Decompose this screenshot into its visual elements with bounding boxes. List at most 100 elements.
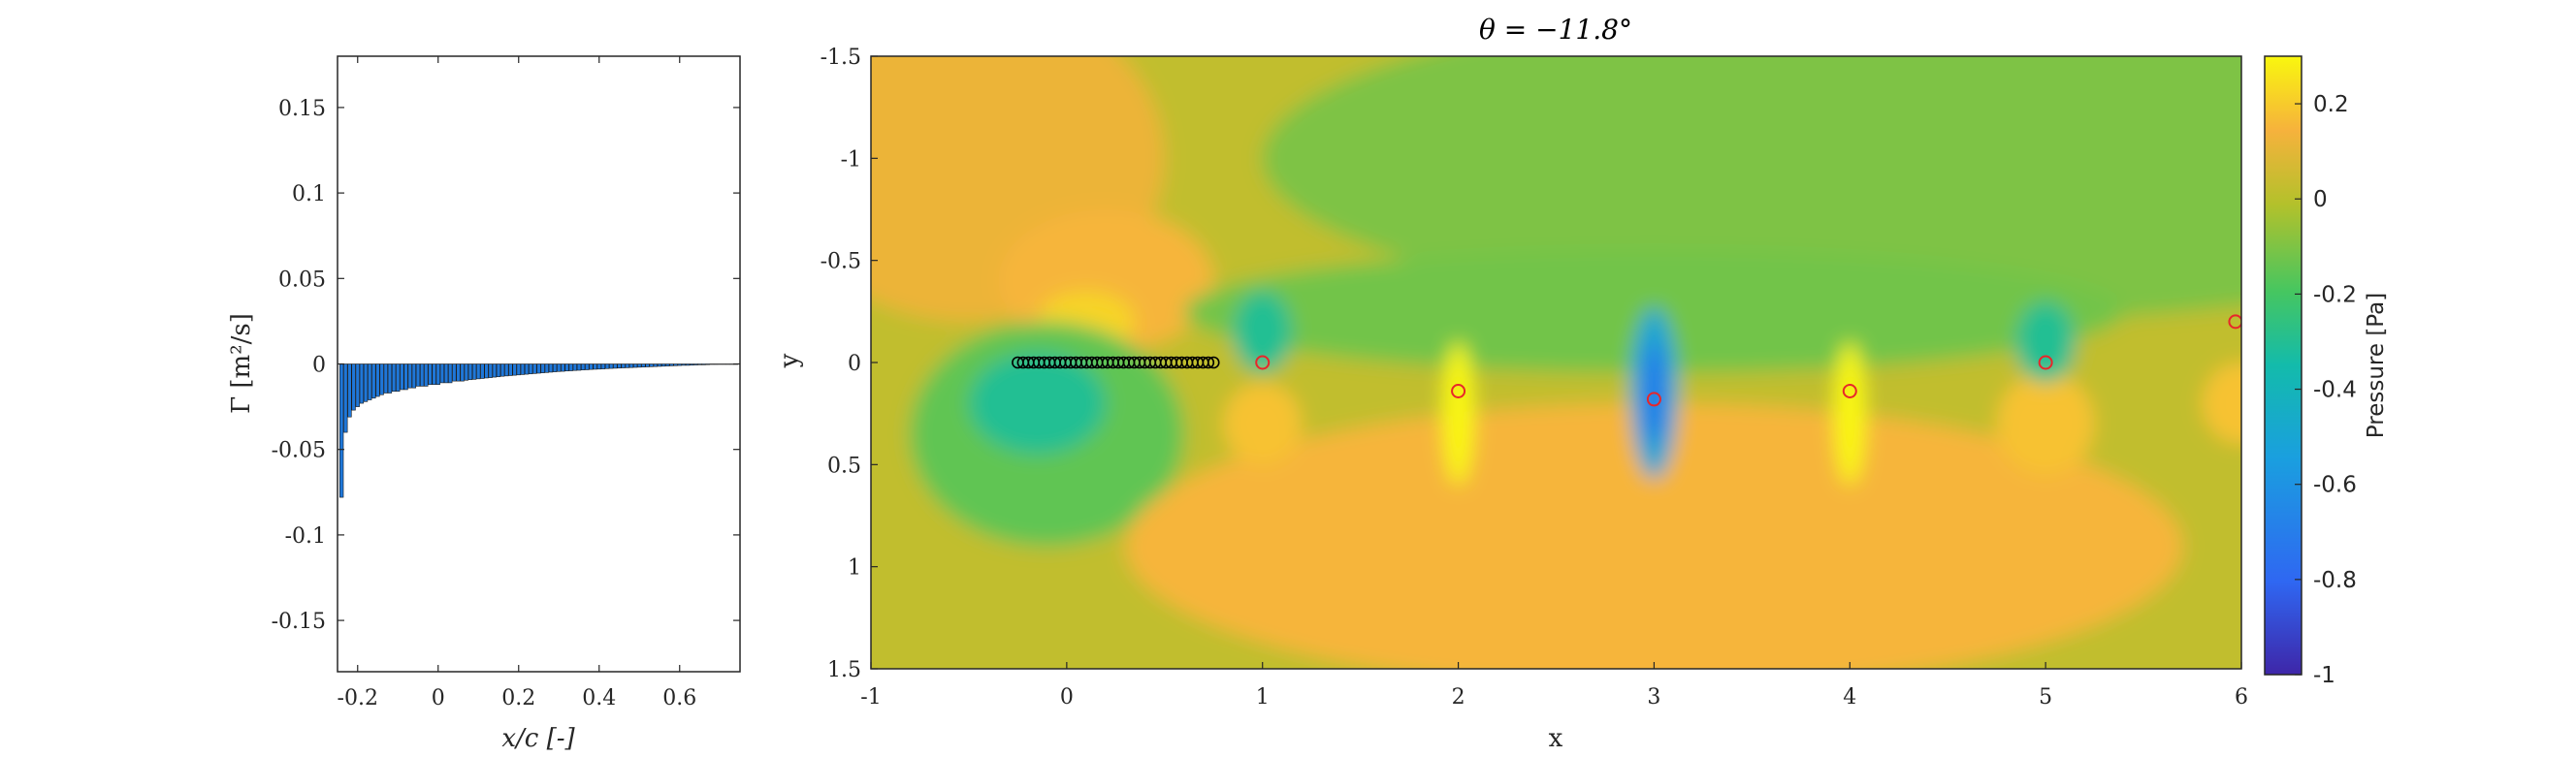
- bar: [649, 363, 654, 367]
- bar: [368, 363, 372, 400]
- bar: [407, 363, 412, 389]
- left-x-axis-label: x/c [-]: [501, 724, 575, 753]
- bar: [637, 363, 642, 368]
- airfoil-panels: [1012, 356, 1220, 369]
- x-tick-label: -1: [860, 685, 881, 710]
- bar: [428, 363, 433, 385]
- bar: [488, 363, 493, 378]
- bar: [400, 363, 404, 391]
- x-tick-label: 6: [2235, 685, 2248, 710]
- pressure-region: [968, 352, 1107, 455]
- bar: [589, 363, 594, 370]
- bar: [593, 363, 597, 370]
- pressure-region: [1996, 372, 2095, 475]
- bar: [645, 363, 650, 367]
- bar: [669, 363, 674, 366]
- right-chart-title: θ = −11.8°: [1479, 14, 1632, 46]
- bar: [609, 363, 614, 369]
- bar: [375, 363, 380, 397]
- bar: [492, 363, 498, 378]
- colorbar-tick-label: -0.4: [2313, 378, 2357, 403]
- bar: [355, 363, 360, 407]
- colorbar-tick-label: 0: [2313, 187, 2328, 212]
- bar: [343, 363, 348, 433]
- bar: [576, 363, 582, 371]
- bar: [359, 363, 365, 404]
- bar: [548, 363, 554, 373]
- bar: [411, 363, 417, 389]
- bar: [693, 363, 698, 365]
- bar: [544, 363, 549, 373]
- y-tick-label: -1.5: [821, 46, 861, 70]
- bar: [681, 363, 687, 366]
- bar: [456, 363, 461, 382]
- y-tick-label: 0.1: [292, 182, 326, 206]
- bar: [628, 363, 634, 368]
- bar: [701, 363, 706, 365]
- bar: [613, 363, 618, 369]
- bar: [512, 363, 517, 376]
- bar: [540, 363, 545, 373]
- colorbar-ticks: 0.2 0 -0.2 -0.4 -0.6 -0.8 -1: [2295, 92, 2357, 688]
- bar: [532, 363, 537, 374]
- bar: [572, 363, 578, 371]
- x-tick-label: 3: [1647, 685, 1660, 710]
- bar: [665, 363, 670, 366]
- colorbar-tick-label: -1: [2313, 663, 2335, 688]
- bar: [508, 363, 513, 376]
- bar: [673, 363, 678, 366]
- bar: [484, 363, 489, 379]
- bar: [504, 363, 509, 377]
- bar: [524, 363, 530, 375]
- circulation-bars: [338, 363, 739, 498]
- x-tick-label: 0.4: [582, 686, 616, 710]
- bar: [464, 363, 468, 381]
- pressure-field: [871, 56, 2241, 669]
- bar: [419, 363, 425, 387]
- bar: [552, 363, 558, 372]
- bar: [564, 363, 569, 372]
- bar: [657, 363, 662, 367]
- y-tick-label: -1: [841, 147, 861, 172]
- right-y-ticks: -1.5 -1 -0.5 0 0.5 1 1.5: [821, 46, 878, 682]
- bar: [476, 363, 481, 380]
- bar: [415, 363, 421, 387]
- bar: [709, 363, 715, 365]
- x-tick-label: 4: [1843, 685, 1856, 710]
- bar: [460, 363, 465, 382]
- left-x-ticks: -0.2 0 0.2 0.4 0.6: [338, 56, 696, 710]
- bar: [443, 363, 449, 384]
- x-tick-label: 1: [1256, 685, 1270, 710]
- bar: [600, 363, 606, 369]
- bar: [338, 363, 344, 498]
- bar: [596, 363, 601, 370]
- bar: [471, 363, 477, 380]
- vortex-marker: [1451, 383, 1466, 398]
- bar: [685, 363, 691, 366]
- bar: [632, 363, 638, 368]
- bar: [439, 363, 445, 384]
- pressure-region: [1834, 341, 1866, 486]
- bar: [621, 363, 626, 368]
- bar: [347, 363, 352, 418]
- bar: [690, 363, 694, 366]
- bar: [351, 363, 356, 411]
- bar: [557, 363, 562, 372]
- bar: [722, 363, 726, 365]
- y-tick-label: 0: [848, 352, 861, 376]
- bar: [520, 363, 526, 375]
- y-tick-label: 0.05: [278, 268, 326, 292]
- pressure-field-chart: -1 0 1 2 3 4 5 6 -1.5-1-0.500.511.5 θ = −11.8° …: [775, 14, 2248, 753]
- pressure-region: [1223, 383, 1303, 465]
- x-tick-label: 2: [1452, 685, 1465, 710]
- bar: [697, 363, 702, 365]
- bar: [379, 363, 384, 395]
- y-tick-label: 1: [848, 556, 861, 581]
- bar: [529, 363, 533, 375]
- right-x-axis-label: x: [1549, 724, 1563, 753]
- y-tick-label: 0.15: [278, 97, 326, 121]
- colorbar-tick-label: -0.2: [2313, 282, 2357, 307]
- colorbar: 0.2 0 -0.2 -0.4 -0.6 -0.8 -1 Pressure [Pa]: [2264, 55, 2389, 688]
- bar: [396, 363, 401, 393]
- vortex-marker: [2038, 355, 2053, 370]
